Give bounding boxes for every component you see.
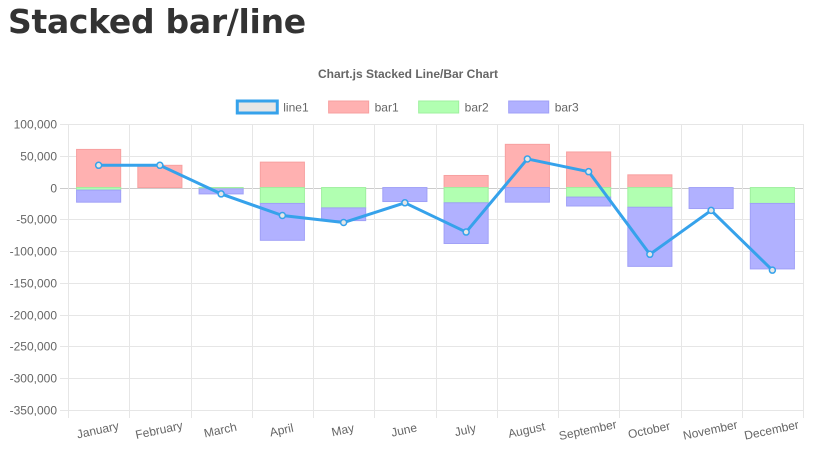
y-axis: -350,000 -300,000 -250,000 -200,000 -150,000… — [10, 118, 58, 418]
x-tick-march: March — [203, 420, 239, 441]
legend-swatch-bar3 — [508, 100, 550, 114]
bar-bar3-november — [688, 187, 734, 210]
y-tick-label: 100,000 — [14, 118, 58, 132]
y-tick-label: -350,000 — [10, 404, 58, 418]
x-axis: January February March April May June July Augu… — [75, 417, 800, 443]
point-line1-december[interactable] — [768, 266, 777, 274]
x-tick-november: November — [682, 417, 739, 442]
point-line1-august[interactable] — [523, 155, 532, 163]
x-tick-august: August — [507, 419, 547, 441]
grid — [60, 124, 804, 418]
legend-label-bar3: bar3 — [555, 101, 579, 115]
legend-label-bar1: bar1 — [375, 101, 399, 115]
point-line1-april[interactable] — [278, 211, 287, 220]
y-tick-label: 0 — [50, 182, 57, 196]
y-tick-label: -200,000 — [10, 309, 58, 323]
point-line1-november[interactable] — [707, 206, 715, 215]
bar-bar3-august — [504, 187, 550, 203]
x-tick-september: September — [558, 417, 618, 443]
bar-bar2-april — [259, 187, 305, 204]
bar-bar1-october — [627, 174, 673, 189]
legend-item-line1[interactable]: line1 — [235, 99, 309, 115]
point-line1-march[interactable] — [217, 190, 225, 198]
line-line1 — [97, 157, 774, 272]
point-line1-june[interactable] — [401, 199, 409, 207]
bar-bar2-july — [443, 187, 489, 204]
bar-bar1-april — [259, 161, 305, 189]
point-line1-january[interactable] — [94, 161, 103, 170]
bar-bar2-may — [321, 187, 367, 209]
legend-label-bar2: bar2 — [465, 101, 489, 115]
legend-item-bar2[interactable]: bar2 — [418, 100, 489, 115]
x-tick-december: December — [743, 417, 800, 442]
y-tick-label: -300,000 — [10, 372, 58, 386]
y-tick-label: -250,000 — [10, 340, 58, 354]
legend-item-bar1[interactable]: bar1 — [328, 100, 399, 115]
x-tick-january: January — [75, 419, 120, 442]
point-line1-may[interactable] — [339, 218, 348, 227]
point-line1-october[interactable] — [646, 250, 654, 259]
bar-bar3-january — [76, 189, 122, 203]
y-tick-label: -150,000 — [10, 277, 58, 291]
x-tick-april: April — [268, 421, 294, 440]
legend-label-line1: line1 — [283, 101, 309, 115]
x-tick-july: July — [453, 421, 477, 439]
page-title: Stacked bar/line — [8, 2, 306, 41]
bars — [76, 143, 795, 270]
bar-bar2-october — [627, 187, 673, 208]
point-line1-july[interactable] — [462, 228, 470, 236]
bar-bar3-september — [566, 196, 612, 207]
legend: line1 bar1 bar2 bar3 — [235, 99, 579, 115]
bar-bar1-july — [443, 174, 489, 189]
bar-bar3-july — [443, 202, 489, 244]
x-tick-october: October — [627, 419, 672, 442]
y-tick-label: -50,000 — [16, 213, 57, 227]
y-tick-label: 50,000 — [20, 150, 57, 164]
bar-bar2-december — [749, 187, 795, 204]
bar-bar3-december — [749, 202, 795, 270]
legend-swatch-bar2 — [418, 100, 460, 114]
chart-title: Chart.js Stacked Line/Bar Chart — [318, 67, 498, 81]
legend-swatch-bar1 — [328, 100, 370, 114]
x-tick-june: June — [390, 420, 419, 439]
y-tick-label: -100,000 — [10, 245, 58, 259]
bar-bar1-august — [504, 143, 550, 189]
legend-item-bar3[interactable]: bar3 — [508, 100, 579, 115]
x-tick-february: February — [134, 418, 184, 442]
legend-swatch-line1 — [235, 99, 279, 115]
point-line1-september[interactable] — [584, 167, 593, 176]
point-line1-february[interactable] — [156, 161, 164, 170]
line-series — [94, 155, 777, 274]
x-tick-may: May — [330, 421, 355, 439]
